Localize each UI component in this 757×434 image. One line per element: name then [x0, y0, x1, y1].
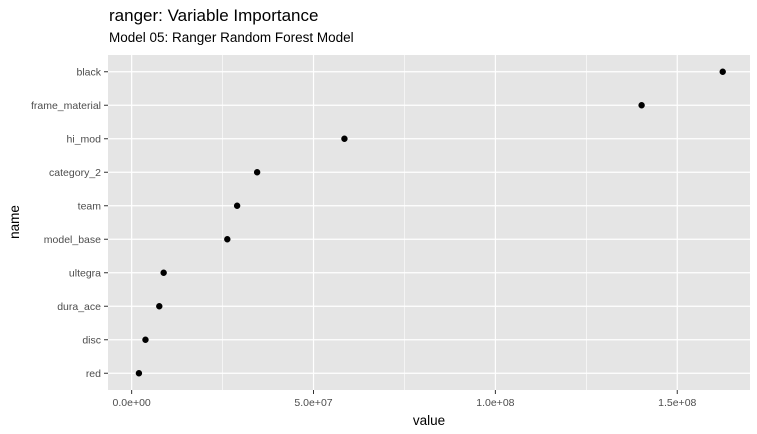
- data-points: [135, 68, 726, 377]
- y-tick-label: dura_ace: [57, 301, 101, 313]
- y-tick-label: category_2: [49, 167, 101, 179]
- y-tick-label: red: [86, 368, 101, 380]
- data-point-black: [719, 68, 726, 75]
- y-tick-label: disc: [82, 334, 101, 346]
- chart-subtitle: Model 05: Ranger Random Forest Model: [109, 30, 354, 45]
- data-point-model_base: [224, 236, 231, 243]
- data-point-dura_ace: [156, 303, 163, 310]
- data-point-category_2: [253, 169, 261, 176]
- data-point-hi_mod: [341, 135, 348, 142]
- data-point-red: [135, 370, 143, 377]
- grid-lines: [108, 55, 750, 390]
- x-axis-title: value: [413, 413, 445, 428]
- x-axis: 0.0e+00 5.0e+07 1.0e+08 1.5e+08: [113, 390, 697, 409]
- data-point-frame_material: [638, 102, 645, 109]
- data-point-ultegra: [160, 269, 167, 276]
- y-tick-label: model_base: [44, 234, 101, 246]
- y-tick-label: hi_mod: [67, 133, 102, 145]
- plot-panel: [108, 55, 750, 390]
- chart-title: ranger: Variable Importance: [109, 6, 318, 25]
- y-tick-label: black: [76, 66, 101, 78]
- y-tick-label: ultegra: [69, 267, 101, 279]
- data-point-team: [233, 202, 241, 209]
- y-tick-label: team: [78, 200, 102, 212]
- x-tick-label: 1.5e+08: [658, 397, 696, 409]
- y-tick-label: frame_material: [31, 100, 101, 112]
- x-tick-label: 5.0e+07: [294, 397, 332, 409]
- x-tick-label: 1.0e+08: [476, 397, 514, 409]
- data-point-disc: [142, 336, 149, 343]
- x-tick-label: 0.0e+00: [113, 397, 151, 409]
- y-axis-title: name: [7, 205, 22, 239]
